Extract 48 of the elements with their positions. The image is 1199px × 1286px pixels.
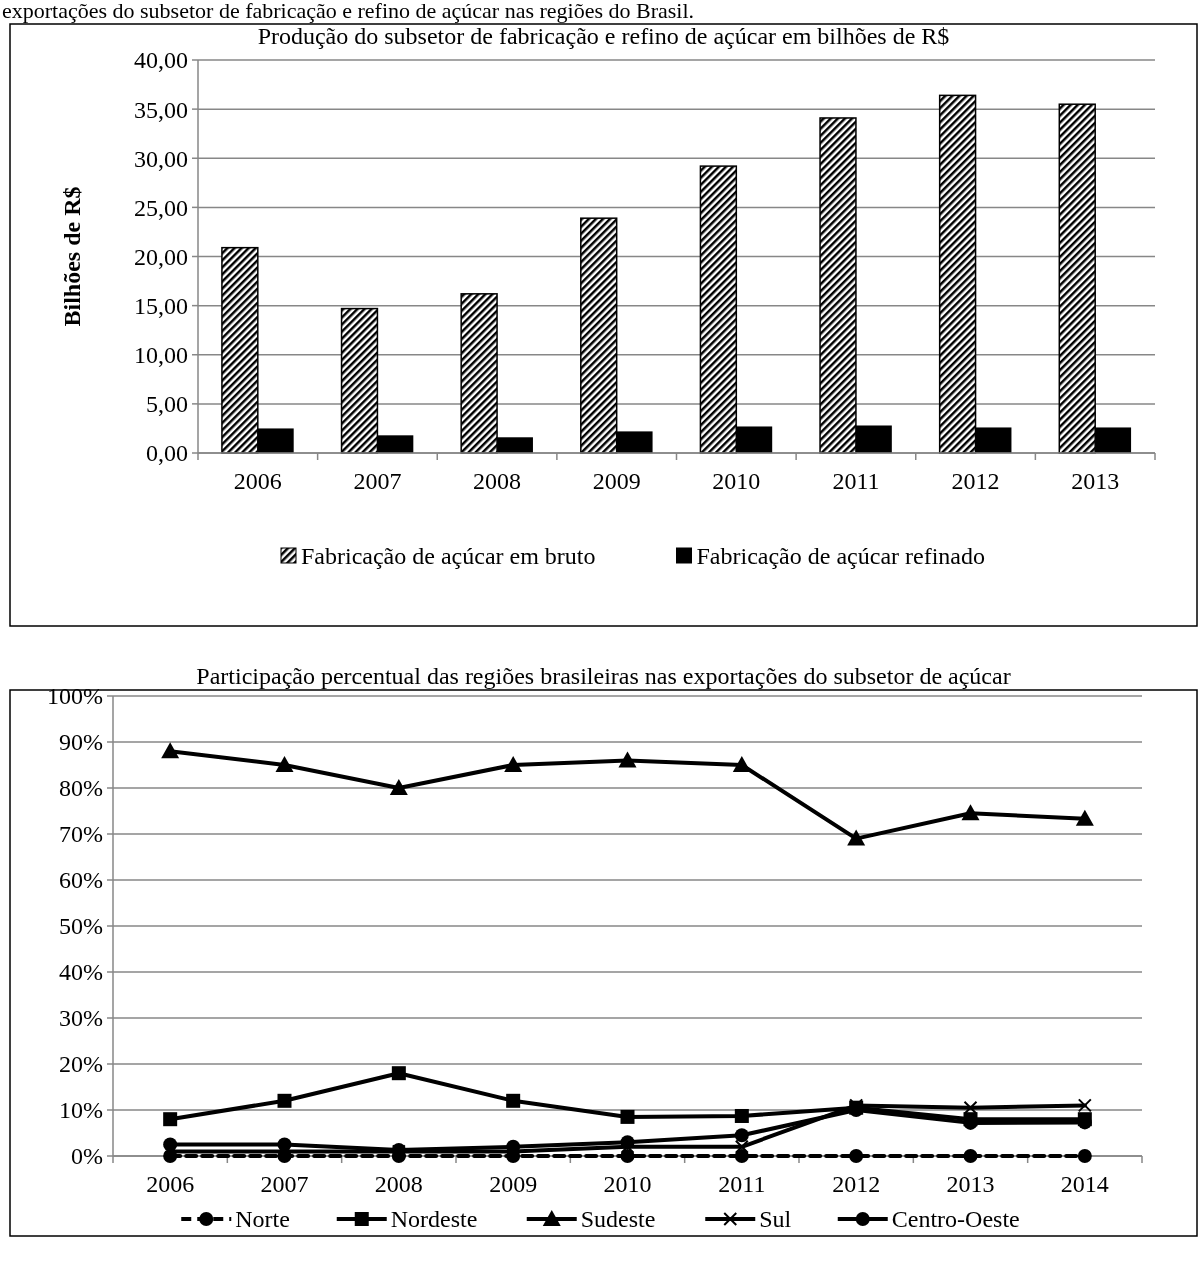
y-tick-label: 35,00 xyxy=(134,96,188,123)
y-tick-label: 30% xyxy=(59,1005,103,1032)
chart-title: Participação percentual das regiões brasileiras nas exportações do subsetor de açúcar xyxy=(196,663,1011,689)
legend-label: Sul xyxy=(759,1206,792,1233)
legend-label: Centro-Oeste xyxy=(891,1206,1020,1233)
y-tick-label: 50% xyxy=(59,913,103,940)
x-tick-label: 2008 xyxy=(374,1171,423,1197)
x-tick-label: 2011 xyxy=(832,468,880,494)
legend-label: Nordeste xyxy=(390,1206,478,1233)
x-tick-label: 2013 xyxy=(946,1171,995,1197)
y-tick-label: 20,00 xyxy=(134,243,188,270)
y-tick-label: 40,00 xyxy=(134,47,188,74)
x-tick-label: 2014 xyxy=(1060,1171,1109,1197)
y-tick-label: 25,00 xyxy=(134,194,188,221)
y-tick-label: 90% xyxy=(59,729,103,756)
y-tick-label: 100% xyxy=(47,683,103,710)
x-tick-label: 2012 xyxy=(951,468,1000,494)
x-tick-label: 2009 xyxy=(489,1171,538,1197)
y-tick-label: 10% xyxy=(59,1097,103,1124)
x-tick-label: 2006 xyxy=(233,468,282,494)
chart-title: Produção do subsetor de fabricação e refino de açúcar em bilhões de R$ xyxy=(257,23,950,49)
y-tick-label: 60% xyxy=(59,867,103,894)
y-tick-label: 10,00 xyxy=(134,342,188,369)
x-tick-label: 2012 xyxy=(832,1171,881,1197)
legend-label: Norte xyxy=(235,1206,290,1233)
x-tick-label: 2009 xyxy=(592,468,641,494)
x-tick-label: 2011 xyxy=(718,1171,766,1197)
y-tick-label: 20% xyxy=(59,1051,103,1078)
y-axis-title: Bilhões de R$ xyxy=(59,186,85,327)
y-tick-label: 80% xyxy=(59,775,103,802)
x-tick-label: 2013 xyxy=(1071,468,1120,494)
legend-label: Fabricação de açúcar refinado xyxy=(696,543,985,570)
y-tick-label: 5,00 xyxy=(146,391,188,418)
x-tick-label: 2006 xyxy=(146,1171,195,1197)
y-tick-label: 40% xyxy=(59,959,103,986)
x-tick-label: 2010 xyxy=(712,468,761,494)
x-tick-label: 2007 xyxy=(260,1171,309,1197)
legend-label: Sudeste xyxy=(580,1206,656,1233)
x-tick-label: 2010 xyxy=(603,1171,652,1197)
y-tick-label: 30,00 xyxy=(134,145,188,172)
y-tick-label: 0,00 xyxy=(146,440,188,467)
y-tick-label: 70% xyxy=(59,821,103,848)
x-tick-label: 2008 xyxy=(473,468,522,494)
legend-label: Fabricação de açúcar em bruto xyxy=(301,543,596,570)
text: exportações do subsetor de fabricação e refino de açúcar nas regiões do Brasil. xyxy=(2,0,695,23)
y-tick-label: 15,00 xyxy=(134,293,188,320)
x-tick-label: 2007 xyxy=(353,468,402,494)
y-tick-label: 0% xyxy=(71,1143,103,1170)
